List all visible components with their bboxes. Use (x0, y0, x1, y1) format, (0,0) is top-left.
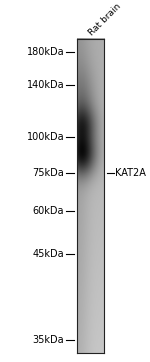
Text: 45kDa: 45kDa (33, 249, 64, 259)
Text: KAT2A: KAT2A (115, 168, 146, 178)
Text: 35kDa: 35kDa (33, 335, 64, 345)
Text: Rat brain: Rat brain (87, 2, 122, 37)
Text: 180kDa: 180kDa (27, 47, 64, 57)
Text: 75kDa: 75kDa (33, 168, 64, 178)
Text: 60kDa: 60kDa (33, 206, 64, 216)
Text: 140kDa: 140kDa (27, 80, 64, 90)
Text: 100kDa: 100kDa (27, 131, 64, 142)
